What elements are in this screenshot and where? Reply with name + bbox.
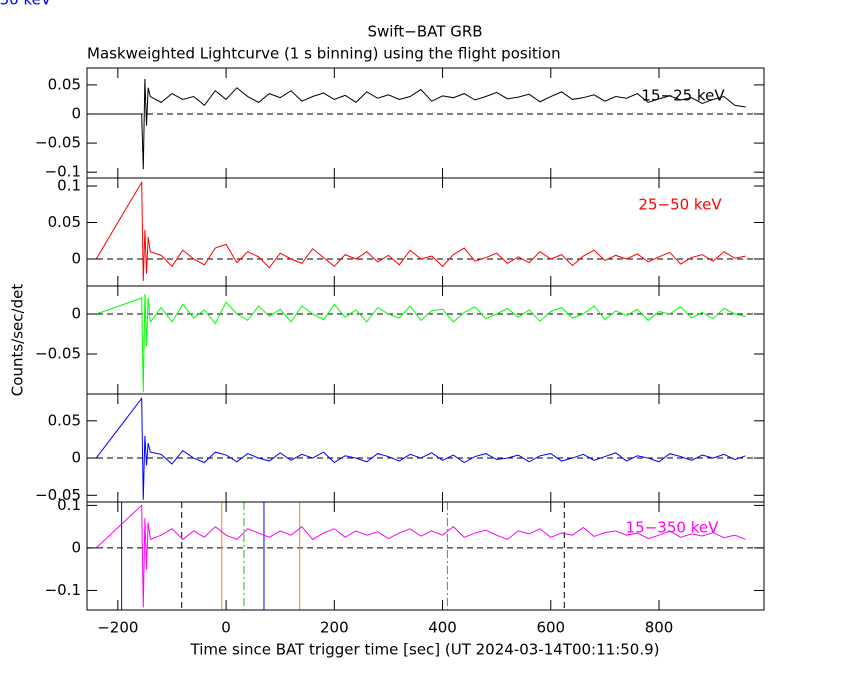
light-curve	[95, 180, 746, 281]
x-tick-label: 400	[428, 619, 457, 637]
x-axis-label: Time since BAT trigger time [sec] (UT 20…	[190, 641, 660, 659]
x-tick-label: 200	[320, 619, 349, 637]
x-tick-label: −200	[97, 619, 138, 637]
x-tick-label: 0	[221, 619, 231, 637]
y-tick-label: −0.1	[45, 163, 81, 181]
light-curve	[95, 504, 746, 608]
y-tick-label: −0.05	[35, 486, 81, 504]
y-tick-label: 0	[71, 305, 81, 323]
y-tick-label: −0.05	[35, 134, 81, 152]
y-tick-label: 0	[71, 538, 81, 556]
band-label: 25−50 keV	[638, 196, 722, 214]
y-tick-label: −0.05	[35, 345, 81, 363]
y-tick-label: −0.1	[45, 581, 81, 599]
chart-title: Swift−BAT GRB	[367, 23, 482, 41]
band-label: 15−25 keV	[641, 87, 725, 105]
chart-subtitle: Maskweighted Lightcurve (1 s binning) us…	[87, 45, 561, 63]
light-curve	[95, 397, 746, 500]
y-tick-label: 0	[71, 449, 81, 467]
x-tick-label: 600	[536, 619, 565, 637]
light-curve	[96, 79, 746, 170]
y-tick-label: 0	[71, 250, 81, 268]
light-curve	[96, 293, 746, 393]
x-tick-label: 800	[645, 619, 674, 637]
panel-frame	[86, 501, 765, 611]
band-label: 100−350 keV	[0, 0, 52, 9]
band-label: 15−350 keV	[626, 519, 719, 537]
y-tick-label: 0.05	[48, 411, 81, 429]
y-tick-label: 0.1	[57, 177, 81, 195]
y-axis-label: Counts/sec/det	[9, 284, 27, 397]
y-tick-label: 0	[71, 104, 81, 122]
y-tick-label: 0.1	[57, 496, 81, 514]
y-tick-label: 0.05	[48, 75, 81, 93]
y-tick-label: 0.05	[48, 213, 81, 231]
